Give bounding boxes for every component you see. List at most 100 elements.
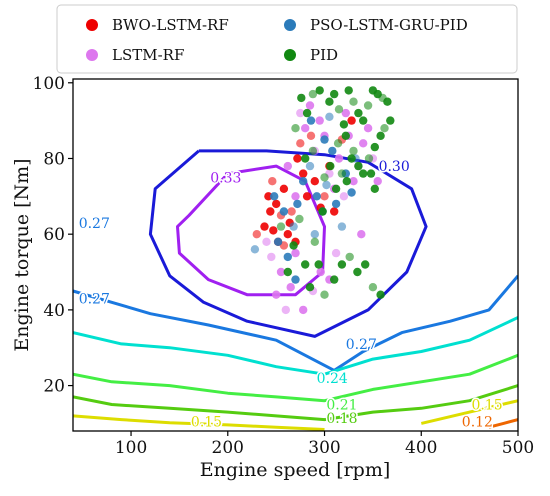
point-bwo-lstm-rf (302, 192, 312, 201)
point-pso-lstm-gru-pid (306, 116, 316, 125)
legend-marker (86, 49, 98, 61)
x-tick-label: 400 (405, 438, 437, 458)
x-axis-ticks: 100 200 300 400 500 (115, 431, 534, 458)
point-bwo-lstm-rf (279, 184, 289, 193)
contour-labels: 0.33 0.30 0.27 0.27 0.27 0.24 0.210.18 0.15 0.15… (77, 158, 504, 432)
point-pid (361, 260, 370, 269)
y-axis-label: Engine torque [Nm] (11, 158, 33, 351)
legend-label: BWO-LSTM-RF (112, 16, 229, 34)
point-pso-lstm-gru-pid (320, 135, 329, 144)
point-lstm-rf (276, 267, 286, 277)
point-pso-lstm-gru-pid (331, 199, 341, 209)
point-bwo-lstm-rf (299, 169, 308, 178)
point-pid (318, 207, 327, 216)
point-pid (342, 177, 351, 186)
point-pso-lstm-gru-pid (322, 180, 331, 190)
point-lstm-rf (262, 237, 271, 246)
point-pid (345, 252, 354, 262)
legend-marker (284, 49, 296, 61)
point-pid (334, 105, 344, 114)
x-tick-label: 100 (115, 438, 147, 458)
point-bwo-lstm-rf (306, 131, 316, 140)
legend-label: PSO-LSTM-GRU-PID (310, 16, 468, 34)
point-pid (370, 142, 379, 152)
point-lstm-rf (299, 305, 308, 315)
point-pid (326, 161, 335, 171)
point-lstm-rf (315, 116, 324, 125)
x-axis-label: Engine speed [rpm] (200, 459, 391, 481)
point-pid (341, 131, 350, 140)
contour-label: 0.18 (326, 411, 357, 427)
x-tick-label: 200 (212, 438, 244, 458)
point-pid (320, 290, 329, 299)
point-pid (364, 154, 374, 163)
contour-label: 0.30 (379, 159, 410, 175)
y-tick-label: 40 (43, 301, 65, 321)
point-pid (301, 260, 310, 269)
point-pid (363, 101, 373, 110)
point-pid (305, 283, 315, 292)
y-tick-label: 80 (43, 149, 65, 169)
point-lstm-rf (373, 177, 382, 186)
y-tick-label: 20 (43, 377, 65, 397)
point-pid (344, 86, 353, 95)
contour-label: 0.15 (471, 398, 502, 414)
point-pid (337, 169, 347, 178)
point-pso-lstm-gru-pid (293, 199, 302, 209)
point-pso-lstm-gru-pid (289, 222, 298, 231)
point-pid (276, 222, 286, 231)
point-lstm-rf (301, 124, 310, 133)
point-bwo-lstm-rf (264, 192, 273, 201)
legend-label: LSTM-RF (112, 46, 184, 64)
contour-line-012-8 (488, 418, 518, 429)
point-lstm-rf (349, 177, 358, 186)
point-pid (295, 214, 304, 224)
point-pso-lstm-gru-pid (347, 188, 356, 197)
point-pid (354, 161, 363, 171)
point-pid (330, 275, 339, 284)
point-bwo-lstm-rf (296, 139, 305, 148)
point-pid (368, 283, 378, 292)
point-bwo-lstm-rf (266, 207, 275, 216)
contour-label: 0.27 (346, 337, 377, 353)
point-pid (370, 184, 379, 193)
contour-label: 0.27 (79, 292, 110, 308)
point-pid (349, 146, 358, 156)
plot-frame (72, 78, 519, 432)
point-pid (359, 169, 368, 178)
x-tick-label: 500 (502, 438, 534, 458)
point-lstm-rf (363, 124, 373, 133)
point-pid (354, 108, 363, 118)
point-pid (331, 184, 341, 193)
point-lstm-rf (359, 139, 368, 148)
point-lstm-rf (267, 252, 276, 262)
point-lstm-rf (357, 230, 366, 239)
point-pid (383, 97, 392, 106)
point-bwo-lstm-rf (310, 177, 319, 186)
point-pid (376, 131, 385, 140)
contour-lines (73, 149, 518, 431)
point-bwo-lstm-rf (293, 154, 302, 163)
point-bwo-lstm-rf (320, 192, 329, 201)
point-pid (301, 154, 310, 163)
point-pso-lstm-gru-pid (273, 237, 283, 246)
point-pid (376, 290, 385, 299)
point-pid (310, 237, 319, 246)
point-pid (308, 146, 318, 156)
point-bwo-lstm-rf (260, 222, 269, 231)
point-pid (359, 116, 368, 125)
legend-marker (284, 19, 296, 31)
point-lstm-rf (341, 108, 350, 118)
y-axis-ticks: 20 40 60 80 100 (33, 74, 73, 397)
point-lstm-rf (272, 290, 281, 299)
point-pid (380, 124, 389, 133)
point-lstm-rf (316, 267, 325, 277)
contour-line-018-5 (73, 384, 518, 422)
y-tick-label: 100 (33, 74, 65, 94)
point-bwo-lstm-rf (269, 226, 278, 235)
point-pso-lstm-gru-pid (325, 112, 334, 122)
contour-label: 0.24 (317, 371, 348, 387)
point-pid (333, 139, 343, 148)
point-lstm-rf (286, 283, 295, 292)
point-pid (353, 267, 362, 277)
